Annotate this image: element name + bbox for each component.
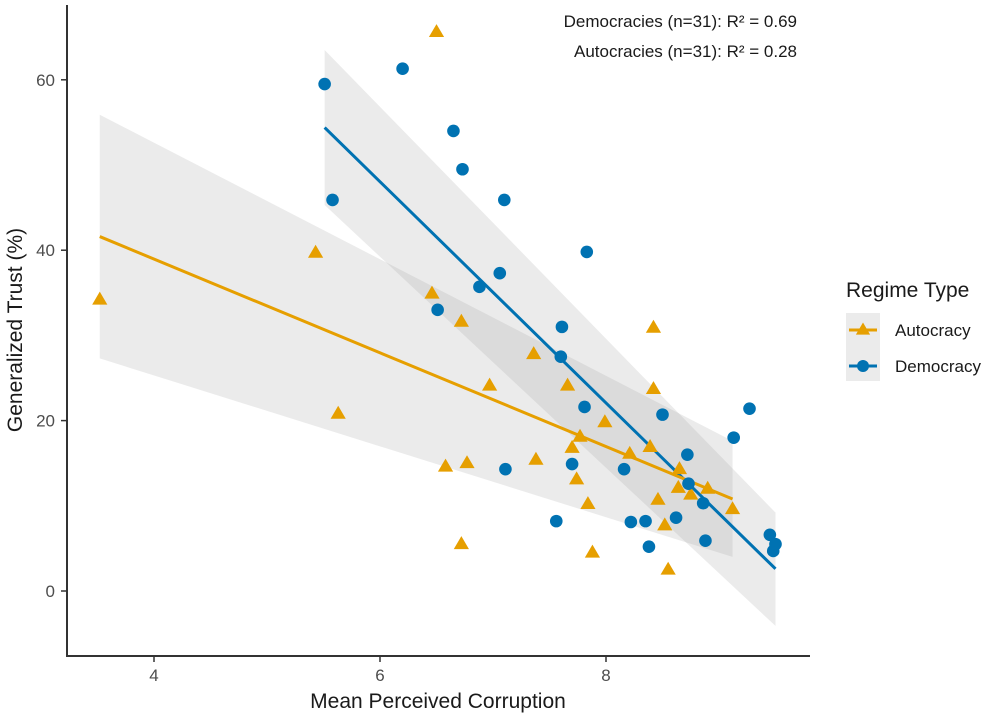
x-tick-label: 6 [375, 666, 384, 685]
point-democracy [642, 540, 656, 553]
point-autocracy [453, 313, 469, 327]
point-autocracy [584, 544, 601, 558]
annotation-autocracies-r2: Autocracies (n=31): R² = 0.28 [574, 42, 797, 61]
point-autocracy [660, 561, 676, 575]
point-democracy [498, 193, 511, 207]
point-autocracy [559, 377, 576, 391]
y-tick-label: 60 [36, 71, 55, 90]
data-points [92, 24, 782, 575]
point-autocracy [597, 414, 613, 428]
point-democracy [639, 514, 652, 528]
annotation-democracies-r2: Democracies (n=31): R² = 0.69 [564, 12, 797, 31]
point-autocracy [307, 244, 324, 258]
point-democracy [456, 162, 469, 176]
point-democracy [554, 350, 568, 364]
point-democracy [549, 514, 563, 528]
point-autocracy [424, 285, 440, 299]
point-autocracy [453, 536, 469, 550]
point-democracy [447, 124, 460, 138]
point-democracy [743, 402, 756, 415]
x-axis-ticks: 4 6 8 [149, 656, 611, 685]
point-autocracy [671, 461, 688, 475]
point-autocracy [580, 496, 596, 510]
point-democracy [565, 457, 579, 471]
legend-title: Regime Type [846, 279, 969, 302]
legend-label-autocracy: Autocracy [895, 321, 971, 340]
point-democracy [669, 511, 683, 525]
point-democracy [727, 431, 740, 444]
point-autocracy [572, 428, 588, 442]
point-autocracy [683, 486, 699, 500]
y-tick-label: 0 [46, 582, 55, 601]
point-democracy [499, 462, 512, 476]
point-democracy [681, 448, 694, 461]
point-democracy [396, 62, 409, 76]
point-autocracy [92, 291, 108, 305]
point-democracy [555, 320, 569, 334]
point-autocracy [428, 24, 445, 38]
point-autocracy [670, 479, 686, 493]
point-democracy [318, 77, 331, 91]
point-democracy [431, 303, 444, 317]
point-autocracy [526, 346, 542, 360]
point-democracy [578, 400, 591, 414]
point-autocracy [700, 480, 716, 494]
point-democracy [493, 266, 507, 280]
point-autocracy [642, 439, 658, 452]
point-democracy [326, 193, 339, 207]
point-autocracy [622, 445, 638, 459]
point-autocracy [569, 471, 585, 485]
point-democracy [766, 544, 780, 558]
legend-circle-icon [857, 360, 869, 372]
point-democracy [473, 280, 486, 294]
y-tick-label: 40 [36, 241, 55, 260]
confidence-bands [99, 49, 776, 626]
point-autocracy [482, 377, 498, 391]
y-axis-ticks: 0 20 40 60 [36, 71, 67, 601]
x-axis-title: Mean Perceived Corruption [310, 690, 566, 713]
point-democracy [624, 515, 638, 529]
point-autocracy [645, 381, 662, 395]
regression-line-democracy [323, 126, 777, 570]
point-democracy [656, 408, 669, 421]
point-democracy [580, 245, 594, 259]
x-tick-label: 4 [149, 666, 158, 685]
point-democracy [617, 462, 631, 476]
point-democracy [699, 534, 712, 548]
point-autocracy [330, 405, 346, 419]
legend-label-democracy: Democracy [895, 357, 981, 376]
confidence-band-democracy [324, 49, 776, 626]
legend: Regime Type Autocracy Democracy [846, 279, 981, 381]
x-tick-label: 8 [601, 666, 610, 685]
point-autocracy [437, 458, 454, 472]
point-autocracy [528, 451, 544, 465]
point-autocracy [650, 491, 666, 505]
y-axis-title: Generalized Trust (%) [4, 228, 27, 432]
legend-triangle-icon [855, 322, 871, 335]
point-autocracy [657, 517, 673, 531]
point-democracy [696, 496, 710, 510]
point-autocracy [724, 501, 741, 515]
point-democracy [763, 528, 777, 542]
point-autocracy [645, 319, 662, 333]
point-democracy [682, 477, 695, 490]
point-autocracy [564, 439, 580, 453]
point-autocracy [459, 455, 475, 469]
y-tick-label: 20 [36, 412, 55, 431]
